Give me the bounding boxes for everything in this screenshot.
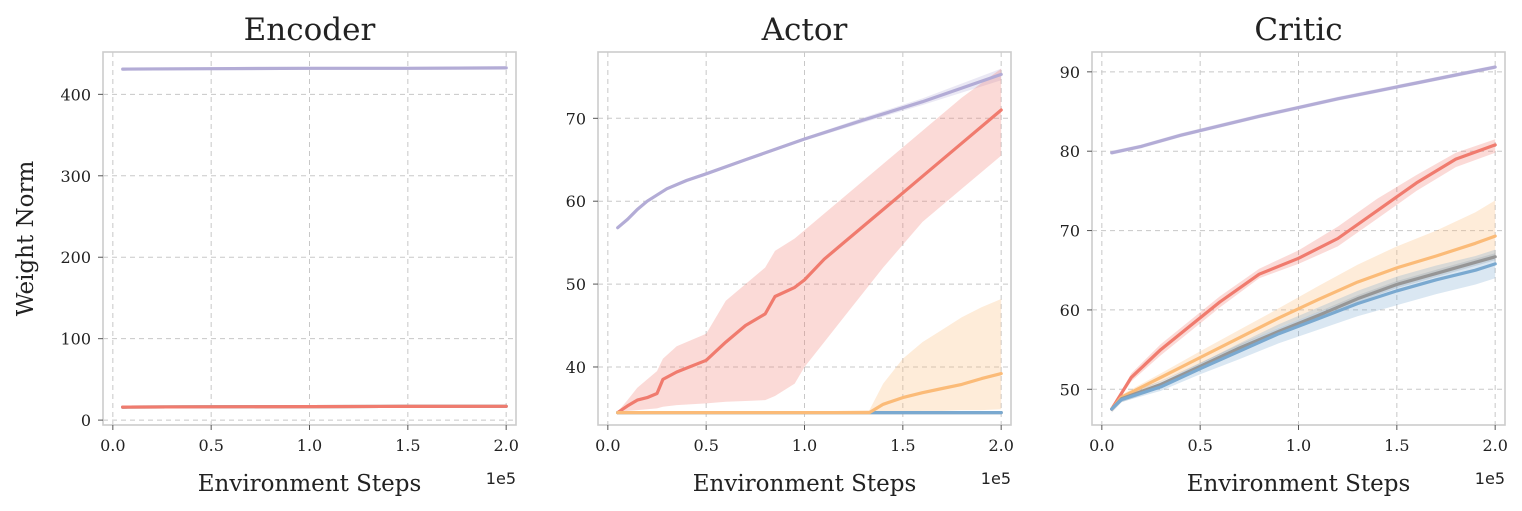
actor-series-group — [616, 68, 1003, 415]
critic-line-red — [1110, 143, 1497, 411]
panel-critic: 0.0 0.5 1.0 1.5 2.0 50 60 70 80 90 1e5 Critic Enviro… — [1060, 12, 1508, 497]
actor-title: Actor — [761, 12, 848, 48]
actor-line-purple — [616, 72, 1003, 230]
panel-actor: 0.0 0.5 1.0 1.5 2.0 40 50 60 70 1e5 Actor Environme… — [566, 12, 1014, 497]
encoder-ytick-label-3: 300 — [60, 167, 91, 186]
actor-ytick-label-2: 60 — [566, 192, 586, 211]
critic-line-purple — [1110, 65, 1497, 155]
critic-xtick-label-1: 0.5 — [1187, 436, 1212, 455]
critic-xtick-label-2: 1.0 — [1286, 436, 1311, 455]
actor-band-red — [617, 68, 1002, 413]
encoder-ytick-label-4: 400 — [60, 85, 91, 104]
actor-xtick-label-2: 1.0 — [792, 436, 817, 455]
actor-ytick-label-0: 40 — [566, 358, 586, 377]
critic-ytick-label-0: 50 — [1060, 380, 1080, 399]
actor-x-offset-label: 1e5 — [981, 469, 1011, 488]
encoder-xtick-label-0: 0.0 — [100, 436, 125, 455]
critic-series-group — [1110, 65, 1497, 413]
encoder-title: Encoder — [244, 12, 376, 48]
actor-line-orange — [616, 372, 1003, 415]
critic-band-red — [1111, 139, 1496, 410]
panel-encoder: 0.0 0.5 1.0 1.5 2.0 0 100 200 300 400 1e5 Encoder En… — [13, 12, 519, 497]
actor-xlabel: Environment Steps — [693, 471, 917, 497]
critic-ytick-label-1: 60 — [1060, 301, 1080, 320]
actor-xtick-label-1: 0.5 — [693, 436, 718, 455]
encoder-xtick-label-1: 0.5 — [198, 436, 223, 455]
critic-ytick-label-3: 80 — [1060, 142, 1080, 161]
encoder-line-red — [121, 404, 508, 409]
critic-ytick-label-4: 90 — [1060, 63, 1080, 82]
critic-xtick-label-0: 0.0 — [1089, 436, 1114, 455]
critic-xtick-label-3: 1.5 — [1384, 436, 1409, 455]
actor-xtick-label-4: 2.0 — [988, 436, 1013, 455]
encoder-ytick-label-2: 200 — [60, 248, 91, 267]
actor-band-purple — [617, 68, 1002, 230]
encoder-ytick-label-1: 100 — [60, 330, 91, 349]
actor-ytick-label-1: 50 — [566, 275, 586, 294]
encoder-ytick-label-0: 0 — [81, 411, 91, 430]
critic-ytick-label-2: 70 — [1060, 222, 1080, 241]
encoder-x-offset-label: 1e5 — [486, 469, 516, 488]
actor-band-orange — [617, 299, 1002, 413]
critic-title: Critic — [1254, 12, 1342, 48]
actor-xtick-label-3: 1.5 — [890, 436, 915, 455]
actor-line-red — [616, 108, 1003, 415]
critic-xtick-label-4: 2.0 — [1482, 436, 1507, 455]
critic-x-offset-label: 1e5 — [1475, 469, 1505, 488]
encoder-xtick-label-4: 2.0 — [493, 436, 518, 455]
critic-xlabel: Environment Steps — [1187, 471, 1411, 497]
encoder-line-purple — [121, 66, 508, 71]
encoder-ylabel: Weight Norm — [13, 161, 39, 317]
critic-line-gray — [1110, 255, 1497, 411]
actor-ytick-label-3: 70 — [566, 109, 586, 128]
encoder-xlabel: Environment Steps — [198, 471, 422, 497]
encoder-xtick-label-3: 1.5 — [395, 436, 420, 455]
actor-xtick-label-0: 0.0 — [595, 436, 620, 455]
encoder-xtick-label-2: 1.0 — [297, 436, 322, 455]
critic-line-orange — [1110, 234, 1497, 411]
critic-line-blue — [1110, 262, 1497, 411]
encoder-series-group — [121, 66, 508, 409]
